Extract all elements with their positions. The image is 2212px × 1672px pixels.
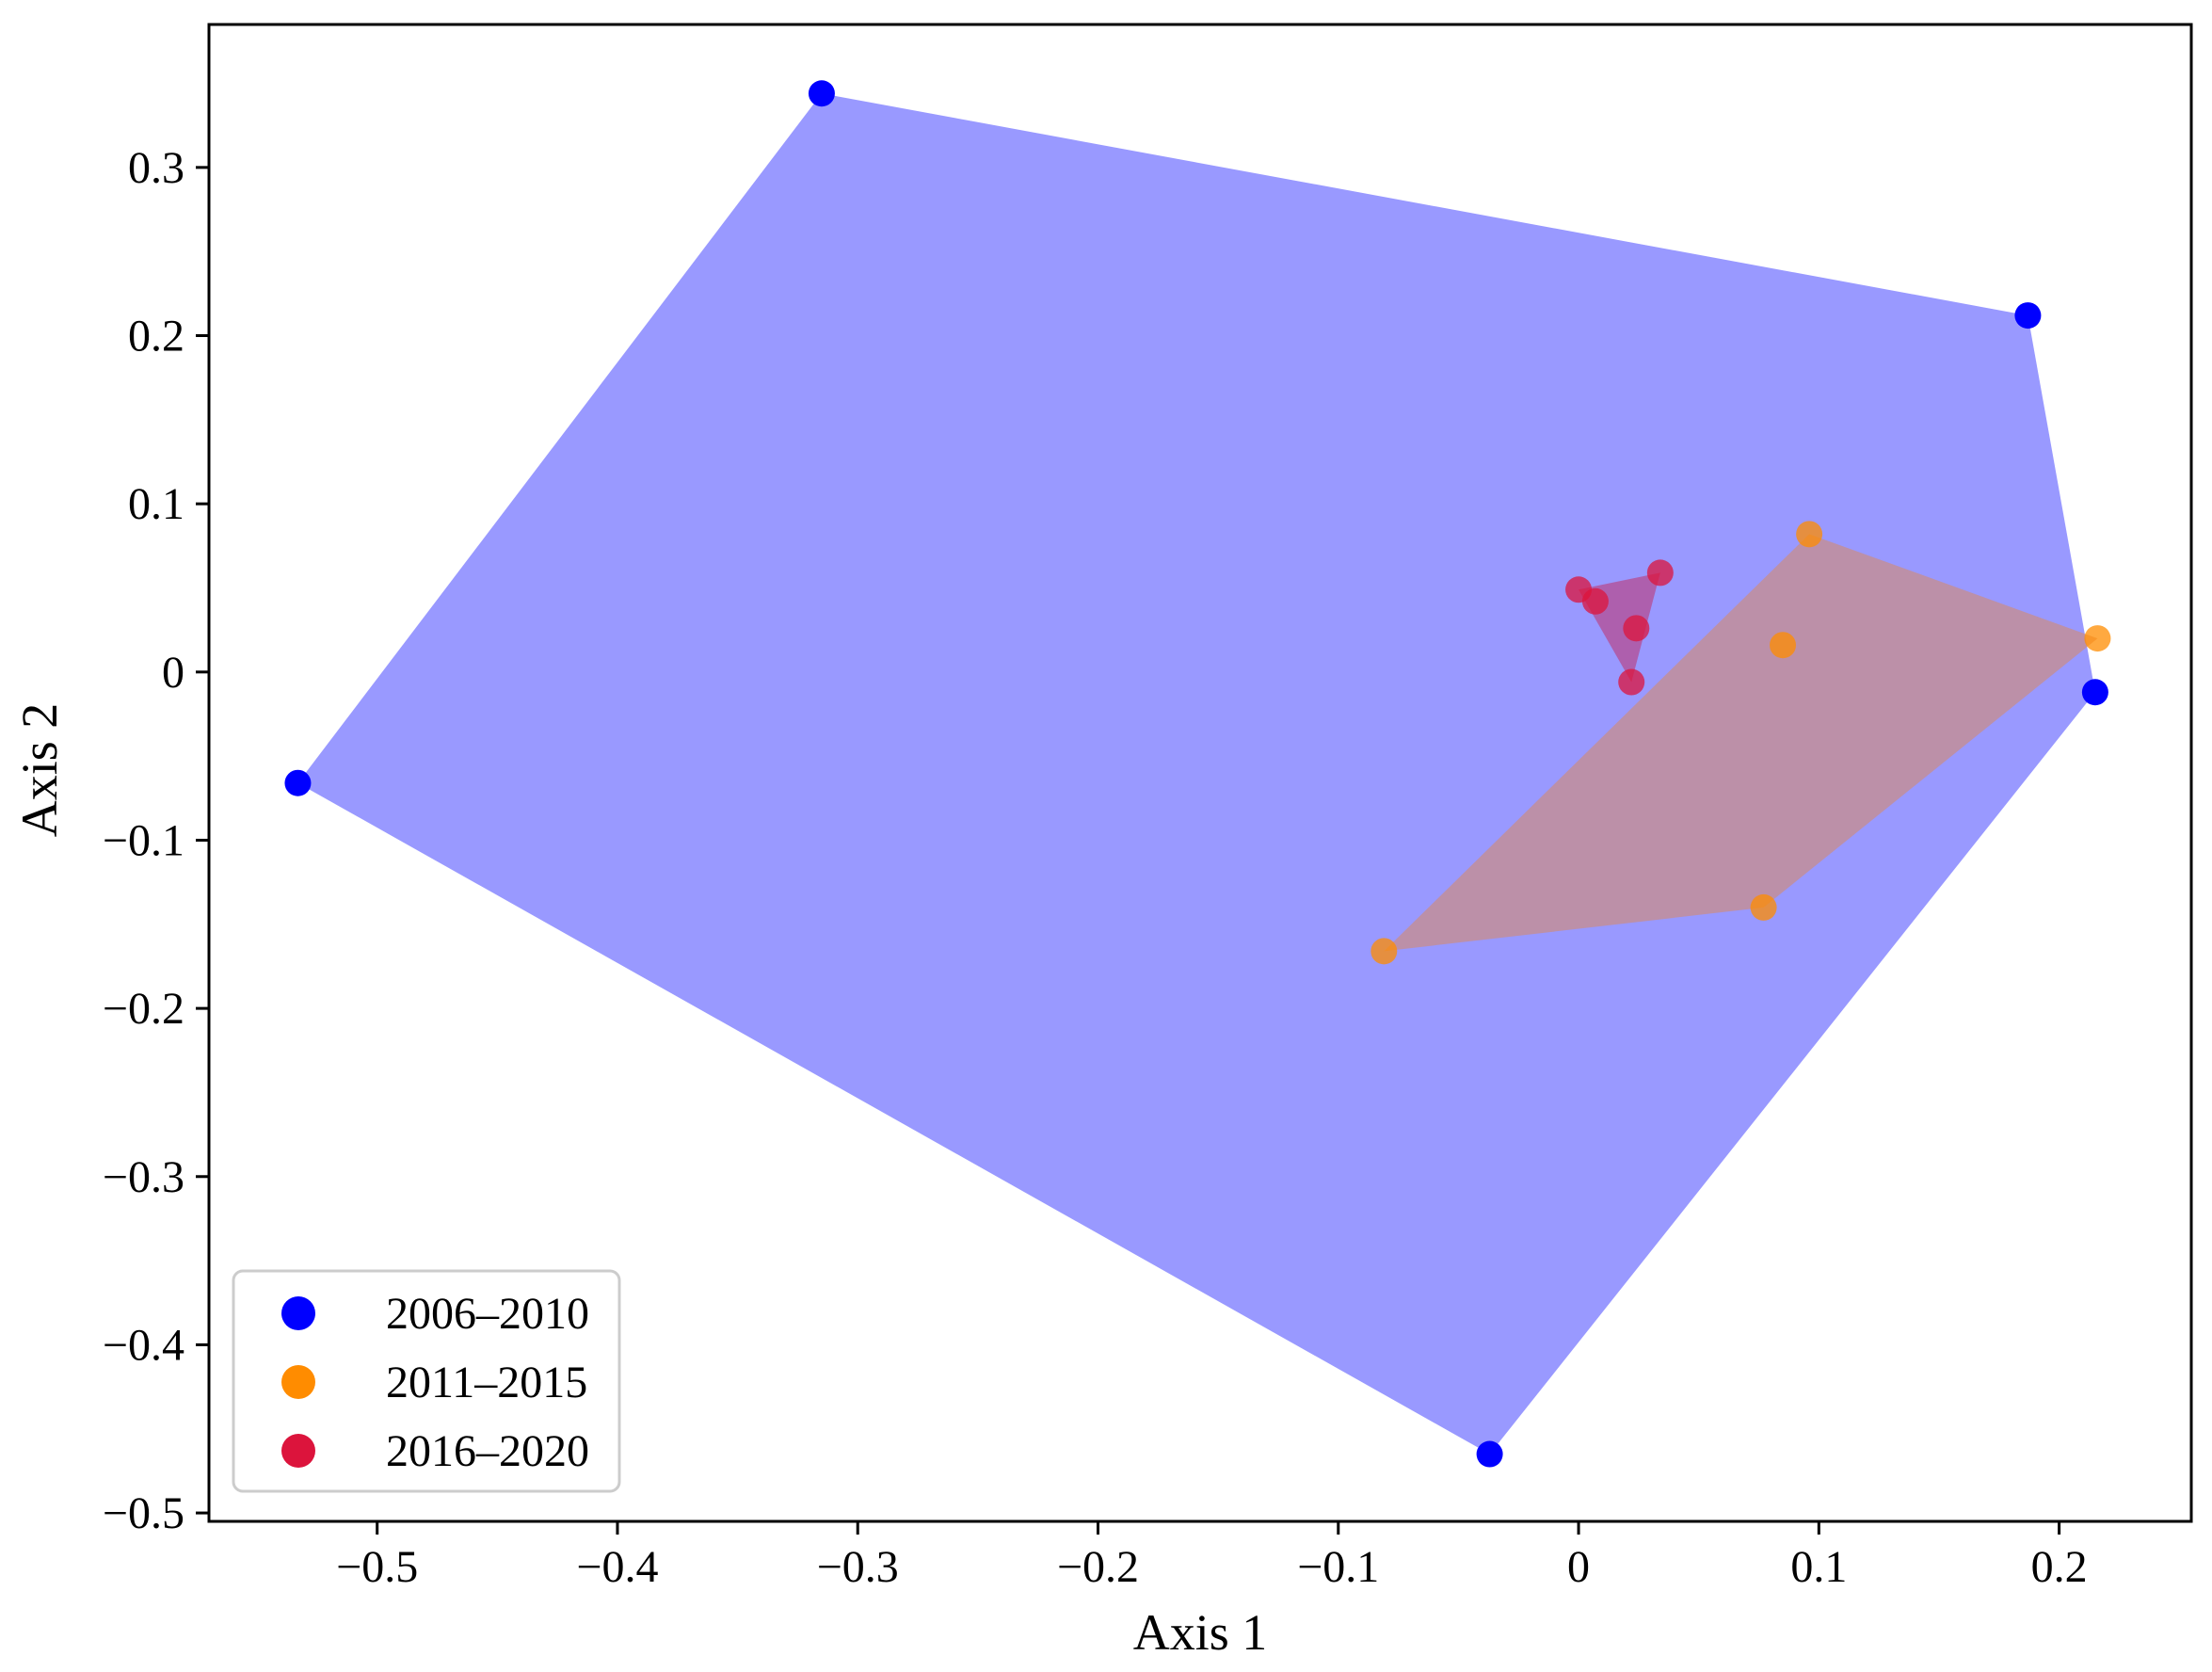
legend: 2006–2010 2011–2015 2016–2020 [232,1269,621,1493]
x-tick-label: 0.2 [2031,1542,2088,1592]
point-series-1-2 [808,80,835,107]
point-layer [284,80,2111,1468]
legend-marker-1 [281,1296,315,1330]
point-series-2-5 [1770,632,1797,659]
y-tick-label: −0.4 [103,1320,184,1370]
x-tick-label: −0.3 [817,1542,899,1592]
y-tick-label: 0.3 [128,143,184,193]
x-tick-label: −0.1 [1297,1542,1379,1592]
x-axis-ticks: −0.5 −0.4 −0.3 −0.2 −0.1 0 0.1 0.2 [336,1521,2088,1592]
legend-label-3: 2016–2020 [386,1426,589,1476]
y-axis-ticks: 0.3 0.2 0.1 0 −0.1 −0.2 −0.3 −0.4 −0.5 [103,143,209,1538]
y-axis-title: Axis 2 [11,703,68,838]
legend-box [232,1269,621,1493]
legend-label-2: 2011–2015 [386,1358,587,1407]
hull-series-1 [297,93,2095,1455]
x-tick-label: 0 [1567,1542,1590,1592]
point-series-1-1 [284,769,312,796]
point-series-1-5 [1476,1440,1503,1468]
legend-marker-3 [281,1434,315,1468]
point-series-2-1 [1370,938,1398,965]
point-series-3-2 [1581,587,1609,615]
plot-frame [207,23,2193,1523]
y-tick-label: 0.1 [128,479,184,529]
y-tick-label: −0.2 [103,984,184,1034]
point-series-3-5 [1618,668,1645,696]
y-tick-label: −0.1 [103,815,184,865]
point-series-3-4 [1623,615,1650,642]
hull-layer [297,93,2098,1455]
legend-label-1: 2006–2010 [386,1289,589,1339]
point-series-2-4 [1750,893,1777,921]
x-tick-label: −0.2 [1057,1542,1139,1592]
x-tick-label: −0.5 [336,1542,418,1592]
y-tick-label: −0.5 [103,1488,184,1538]
y-tick-label: −0.3 [103,1152,184,1202]
point-series-2-2 [1796,521,1823,548]
point-series-1-4 [2081,679,2108,706]
x-tick-label: −0.4 [576,1542,658,1592]
x-axis-title: Axis 1 [1133,1604,1268,1661]
point-series-3-3 [1646,559,1674,587]
x-tick-label: 0.1 [1790,1542,1847,1592]
point-series-1-3 [2014,302,2042,330]
hull-series-2 [1384,534,2098,952]
y-tick-label: 0 [162,648,184,698]
y-tick-label: 0.2 [128,312,184,362]
point-series-2-3 [2084,625,2111,652]
legend-marker-2 [281,1365,315,1399]
